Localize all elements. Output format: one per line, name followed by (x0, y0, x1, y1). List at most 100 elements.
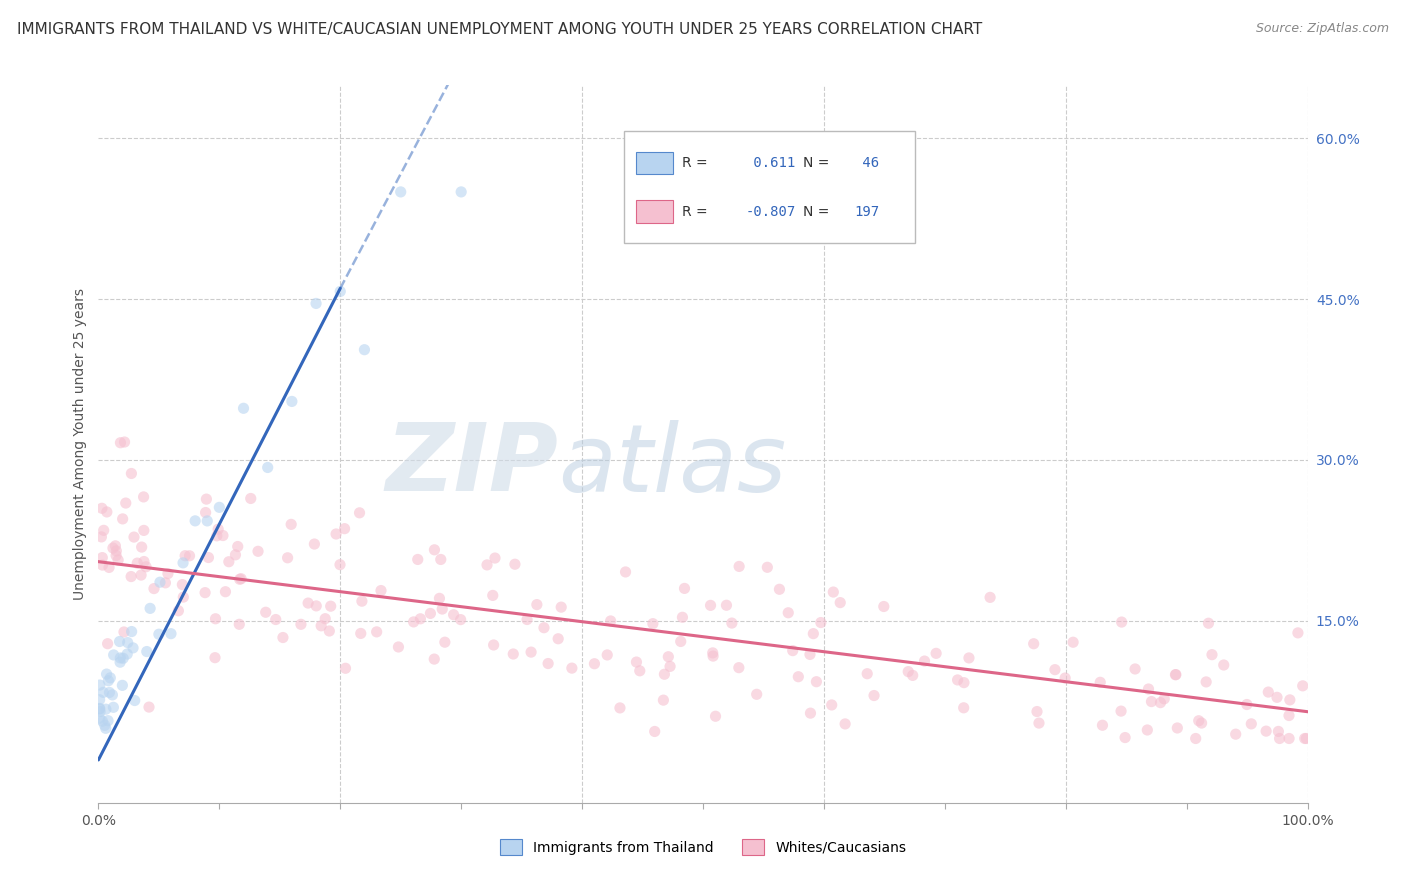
Point (120, 569, 142, 583)
Point (1026, 705, 1049, 719)
Point (97, 673, 120, 688)
Point (94, 702, 117, 716)
Point (863, 689, 886, 703)
Text: IMMIGRANTS FROM THAILAND VS WHITE/CAUCASIAN UNEMPLOYMENT AMONG YOUTH UNDER 25 YE: IMMIGRANTS FROM THAILAND VS WHITE/CAUCAS… (17, 22, 983, 37)
Point (135, 559, 157, 574)
Text: Source: ZipAtlas.com: Source: ZipAtlas.com (1256, 22, 1389, 36)
Point (89, 701, 111, 715)
Point (484, 551, 506, 566)
Point (1028, 716, 1050, 731)
Point (160, 626, 183, 640)
Point (1201, 648, 1223, 662)
Point (450, 185, 472, 199)
Point (669, 634, 692, 648)
Point (450, 613, 472, 627)
Point (129, 568, 152, 582)
Point (115, 647, 138, 661)
Point (333, 522, 356, 536)
Point (583, 657, 606, 671)
Point (1043, 663, 1066, 677)
Point (387, 640, 409, 654)
Point (409, 612, 432, 626)
Point (432, 602, 454, 616)
Point (297, 596, 319, 610)
Point (482, 638, 505, 652)
Point (184, 514, 207, 528)
Point (406, 552, 429, 566)
Point (349, 506, 371, 520)
Point (1265, 690, 1288, 705)
Point (914, 654, 936, 668)
Point (91, 550, 114, 565)
Point (1164, 667, 1187, 681)
Point (834, 717, 856, 731)
Point (105, 544, 128, 558)
Point (90, 530, 112, 544)
Point (277, 550, 299, 565)
Point (108, 655, 131, 669)
Point (226, 540, 249, 554)
Point (98, 560, 121, 574)
Point (1022, 637, 1045, 651)
Point (93, 718, 115, 732)
Point (131, 540, 153, 554)
Point (873, 599, 896, 614)
Point (174, 549, 197, 563)
Point (110, 435, 132, 450)
Point (503, 558, 526, 572)
Point (1278, 731, 1301, 746)
Point (1191, 716, 1213, 731)
Point (89, 678, 111, 692)
Point (429, 591, 451, 606)
Point (1294, 731, 1316, 746)
Point (172, 577, 194, 591)
Point (143, 582, 166, 596)
Point (290, 617, 312, 632)
Point (1140, 695, 1163, 709)
Text: N =: N = (803, 156, 830, 170)
Point (97, 637, 120, 651)
Point (1137, 681, 1160, 696)
Point (599, 614, 621, 628)
Point (214, 584, 236, 599)
Point (89, 705, 111, 719)
Point (716, 599, 738, 613)
Point (659, 659, 682, 673)
Point (91, 558, 114, 572)
Point (314, 612, 336, 626)
Point (1188, 714, 1211, 728)
Point (419, 607, 441, 621)
FancyBboxPatch shape (637, 201, 672, 223)
Point (110, 651, 132, 665)
Point (1198, 616, 1220, 631)
Point (561, 661, 583, 675)
Point (1184, 731, 1206, 746)
Point (194, 506, 217, 520)
Point (782, 643, 804, 657)
Point (799, 648, 821, 662)
Point (103, 700, 125, 714)
Point (96, 505, 118, 519)
Point (516, 613, 538, 627)
Point (475, 558, 498, 572)
Point (218, 555, 240, 569)
Text: atlas: atlas (558, 420, 786, 511)
Point (318, 624, 340, 638)
Y-axis label: Unemployment Among Youth under 25 years: Unemployment Among Youth under 25 years (73, 288, 87, 599)
Point (443, 607, 465, 622)
Point (673, 582, 696, 596)
Point (946, 673, 969, 687)
Point (228, 617, 250, 632)
Point (366, 624, 388, 639)
Point (953, 675, 976, 690)
Point (370, 583, 392, 598)
Legend: Immigrants from Thailand, Whites/Caucasians: Immigrants from Thailand, Whites/Caucasi… (495, 833, 911, 861)
Point (271, 631, 294, 645)
Point (309, 619, 332, 633)
Point (756, 560, 779, 574)
Point (94, 721, 117, 735)
Point (1123, 662, 1146, 676)
Point (1236, 698, 1258, 712)
Point (124, 693, 146, 707)
Point (103, 648, 125, 662)
